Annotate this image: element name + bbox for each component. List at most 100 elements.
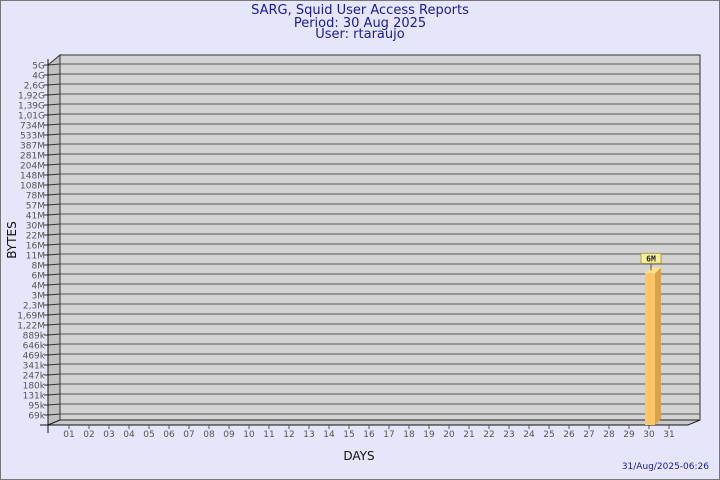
bar-top bbox=[645, 267, 661, 274]
y-tick-label: 341k bbox=[23, 362, 46, 372]
y-tick-label: 8M bbox=[32, 262, 46, 272]
gridline-side bbox=[47, 63, 61, 66]
y-tick-label: 2,3M bbox=[23, 302, 45, 312]
x-tick-label: 06 bbox=[163, 430, 175, 440]
bar-side bbox=[655, 267, 661, 425]
chart-period: Period: 30 Aug 2025 bbox=[293, 16, 427, 31]
x-tick-label: 05 bbox=[143, 430, 154, 440]
y-tick-label: 69k bbox=[28, 412, 45, 422]
gridline-side bbox=[47, 393, 61, 396]
x-tick-label: 09 bbox=[223, 430, 235, 440]
y-tick-label: 2,6G bbox=[24, 82, 45, 92]
x-tick-label: 17 bbox=[383, 430, 394, 440]
x-tick-label: 22 bbox=[483, 430, 494, 440]
gridline-side bbox=[47, 93, 61, 96]
y-tick-label: 57M bbox=[26, 202, 45, 212]
x-tick-label: 14 bbox=[323, 430, 335, 440]
gridline-side bbox=[47, 383, 61, 386]
gridline-side bbox=[47, 183, 61, 186]
gridline-side bbox=[47, 283, 61, 286]
y-tick-label: 387M bbox=[20, 142, 45, 152]
x-tick-label: 13 bbox=[303, 430, 314, 440]
gridline-side bbox=[47, 273, 61, 276]
gridline-side bbox=[47, 313, 61, 316]
y-tick-label: 30M bbox=[26, 222, 45, 232]
y-tick-label: 6M bbox=[32, 272, 46, 282]
x-tick-label: 19 bbox=[423, 430, 435, 440]
x-tick-label: 12 bbox=[283, 430, 294, 440]
y-tick-label: 22M bbox=[26, 232, 45, 242]
y-tick-label: 78M bbox=[26, 192, 45, 202]
gridline-side bbox=[47, 123, 61, 126]
gridline-side bbox=[47, 193, 61, 196]
y-tick-label: 281M bbox=[20, 152, 45, 162]
y-tick-label: 11M bbox=[26, 252, 45, 262]
gridline-side bbox=[47, 133, 61, 136]
x-tick-label: 16 bbox=[363, 430, 375, 440]
y-tick-label: 469k bbox=[23, 352, 46, 362]
x-tick-label: 07 bbox=[183, 430, 194, 440]
y-tick-label: 131k bbox=[23, 392, 46, 402]
x-axis-title: DAYS bbox=[343, 449, 374, 463]
x-tick-label: 28 bbox=[603, 430, 615, 440]
gridline-side bbox=[47, 373, 61, 376]
gridline-side bbox=[47, 213, 61, 216]
bar-label-box bbox=[640, 252, 662, 264]
x-tick-label: 08 bbox=[203, 430, 215, 440]
y-tick-label: 108M bbox=[20, 182, 45, 192]
bar-value-label: 6M bbox=[646, 254, 656, 263]
x-tick-label: 25 bbox=[543, 430, 554, 440]
x-tick-label: 24 bbox=[523, 430, 535, 440]
x-tick-label: 20 bbox=[443, 430, 455, 440]
gridline-side bbox=[47, 293, 61, 296]
gridline-side bbox=[47, 83, 61, 86]
y-tick-label: 204M bbox=[20, 162, 45, 172]
y-tick-label: 41M bbox=[26, 212, 45, 222]
y-tick-label: 1,01G bbox=[18, 112, 45, 122]
gridline-side bbox=[47, 303, 61, 306]
gridline-side bbox=[47, 353, 61, 356]
y-tick-label: 5G bbox=[32, 62, 45, 72]
y-tick-label: 180k bbox=[23, 382, 46, 392]
x-tick-label: 03 bbox=[103, 430, 114, 440]
y-tick-label: 95k bbox=[28, 402, 45, 412]
gridline-side bbox=[47, 343, 61, 346]
gridline-side bbox=[47, 203, 61, 206]
x-tick-label: 23 bbox=[503, 430, 514, 440]
gridline-side bbox=[47, 153, 61, 156]
gridline-side bbox=[47, 73, 61, 76]
y-tick-label: 533M bbox=[20, 132, 45, 142]
x-tick-label: 15 bbox=[343, 430, 354, 440]
gridline-side bbox=[47, 113, 61, 116]
x-tick-label: 30 bbox=[643, 430, 655, 440]
y-tick-label: 734M bbox=[20, 122, 45, 132]
gridline-side bbox=[47, 363, 61, 366]
gridline-side bbox=[47, 243, 61, 246]
gridline-side bbox=[47, 263, 61, 266]
y-tick-label: 889k bbox=[23, 332, 46, 342]
chart-title: SARG, Squid User Access Reports bbox=[251, 3, 469, 18]
x-tick-label: 02 bbox=[83, 430, 94, 440]
y-tick-label: 3M bbox=[32, 292, 46, 302]
back-wall bbox=[59, 54, 701, 421]
y-tick-label: 247k bbox=[23, 372, 46, 382]
side-wall bbox=[47, 53, 61, 426]
y-tick-label: 16M bbox=[26, 242, 45, 252]
floor bbox=[47, 419, 701, 426]
gridline-side bbox=[47, 103, 61, 106]
gridline-side bbox=[47, 333, 61, 336]
timestamp: 31/Aug/2025-06:26 bbox=[622, 462, 709, 472]
gridline-side bbox=[47, 233, 61, 236]
x-tick-label: 29 bbox=[623, 430, 635, 440]
gridline-side bbox=[47, 403, 61, 406]
y-tick-label: 4M bbox=[32, 282, 46, 292]
gridline-side bbox=[47, 413, 61, 416]
x-tick-label: 18 bbox=[403, 430, 415, 440]
gridline-side bbox=[47, 163, 61, 166]
y-tick-label: 1,39G bbox=[18, 102, 45, 112]
x-tick-label: 31 bbox=[663, 430, 674, 440]
x-tick-label: 04 bbox=[123, 430, 135, 440]
gridline-side bbox=[47, 253, 61, 256]
chart-user: User: rtaraujo bbox=[315, 27, 405, 42]
x-tick-label: 10 bbox=[243, 430, 255, 440]
